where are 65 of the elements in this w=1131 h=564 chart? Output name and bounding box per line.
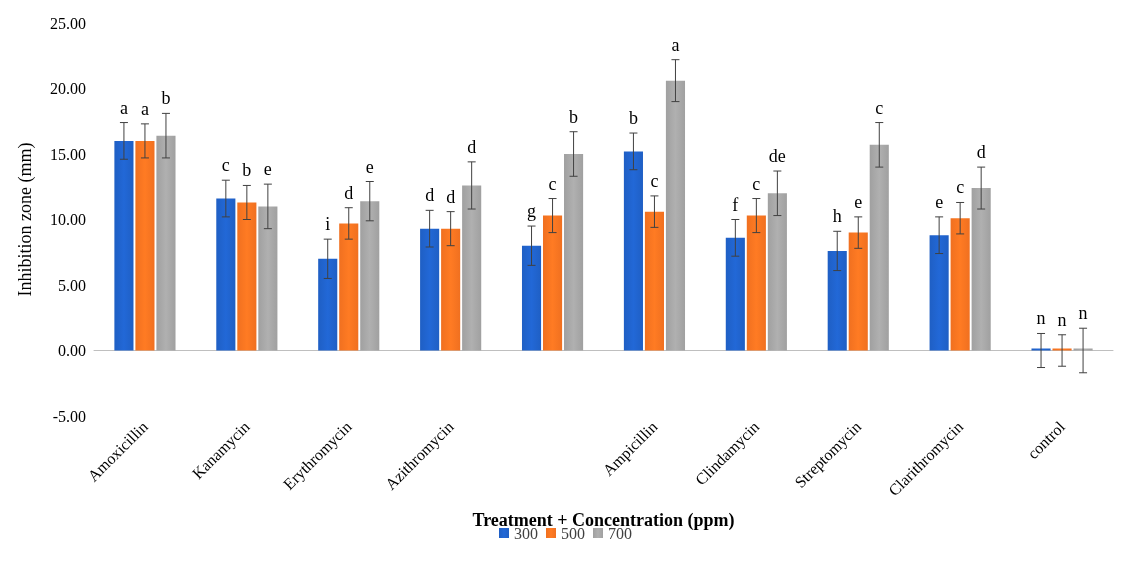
y-axis-title: Inhibition zone (mm) — [15, 142, 36, 297]
y-tick-label: 25.00 — [50, 14, 86, 32]
bar — [135, 140, 155, 351]
bar — [339, 223, 359, 351]
y-tick-label: 20.00 — [50, 80, 86, 97]
data-label: c — [752, 173, 761, 194]
data-label: a — [140, 98, 149, 119]
bar — [767, 193, 787, 351]
bar — [971, 188, 991, 351]
bar — [318, 258, 338, 351]
data-label: d — [976, 142, 986, 163]
bar — [420, 228, 440, 351]
data-label: e — [365, 156, 374, 177]
bar — [441, 228, 461, 351]
data-label: a — [671, 34, 680, 55]
bar — [564, 154, 584, 351]
data-label: n — [1036, 308, 1046, 329]
data-label: c — [956, 177, 965, 198]
bar — [869, 144, 889, 351]
bar — [725, 237, 745, 351]
bar — [644, 211, 664, 351]
y-tick-label: -5.00 — [52, 407, 86, 425]
data-label: n — [1057, 309, 1067, 330]
bar — [521, 245, 542, 351]
bar — [543, 215, 563, 351]
bar — [216, 198, 236, 351]
data-label: c — [875, 97, 884, 118]
bar — [827, 250, 847, 351]
bar — [258, 206, 278, 351]
bar — [462, 185, 482, 351]
data-label: c — [548, 173, 557, 194]
data-label: b — [242, 160, 252, 181]
data-label: f — [732, 194, 739, 215]
bar — [746, 215, 766, 351]
bar — [156, 135, 176, 351]
bar — [929, 235, 949, 351]
y-tick-label: 5.00 — [58, 276, 86, 294]
data-label: b — [569, 106, 579, 127]
data-label: a — [119, 97, 128, 118]
data-label: d — [446, 186, 456, 207]
data-label: de — [768, 146, 786, 167]
data-label: d — [344, 182, 354, 203]
bar — [237, 202, 257, 351]
data-label: d — [467, 136, 477, 157]
data-label: i — [325, 214, 331, 235]
bar — [950, 218, 970, 351]
data-label: b — [628, 108, 638, 129]
data-label: g — [527, 201, 537, 222]
data-label: c — [221, 155, 230, 176]
data-label: e — [854, 191, 863, 212]
y-tick-label: 15.00 — [50, 145, 86, 163]
bar — [665, 80, 686, 351]
bar — [360, 201, 380, 351]
data-label: e — [935, 191, 944, 212]
y-tick-label: 0.00 — [58, 342, 86, 359]
data-label: n — [1078, 303, 1088, 324]
data-label: d — [425, 185, 435, 206]
bar — [623, 151, 643, 351]
bar — [848, 232, 868, 351]
data-label: c — [650, 170, 659, 191]
data-label: e — [263, 159, 272, 180]
bar — [114, 140, 134, 351]
data-label: b — [161, 88, 171, 109]
y-tick-label: 10.00 — [50, 211, 86, 228]
data-label: h — [832, 206, 842, 227]
